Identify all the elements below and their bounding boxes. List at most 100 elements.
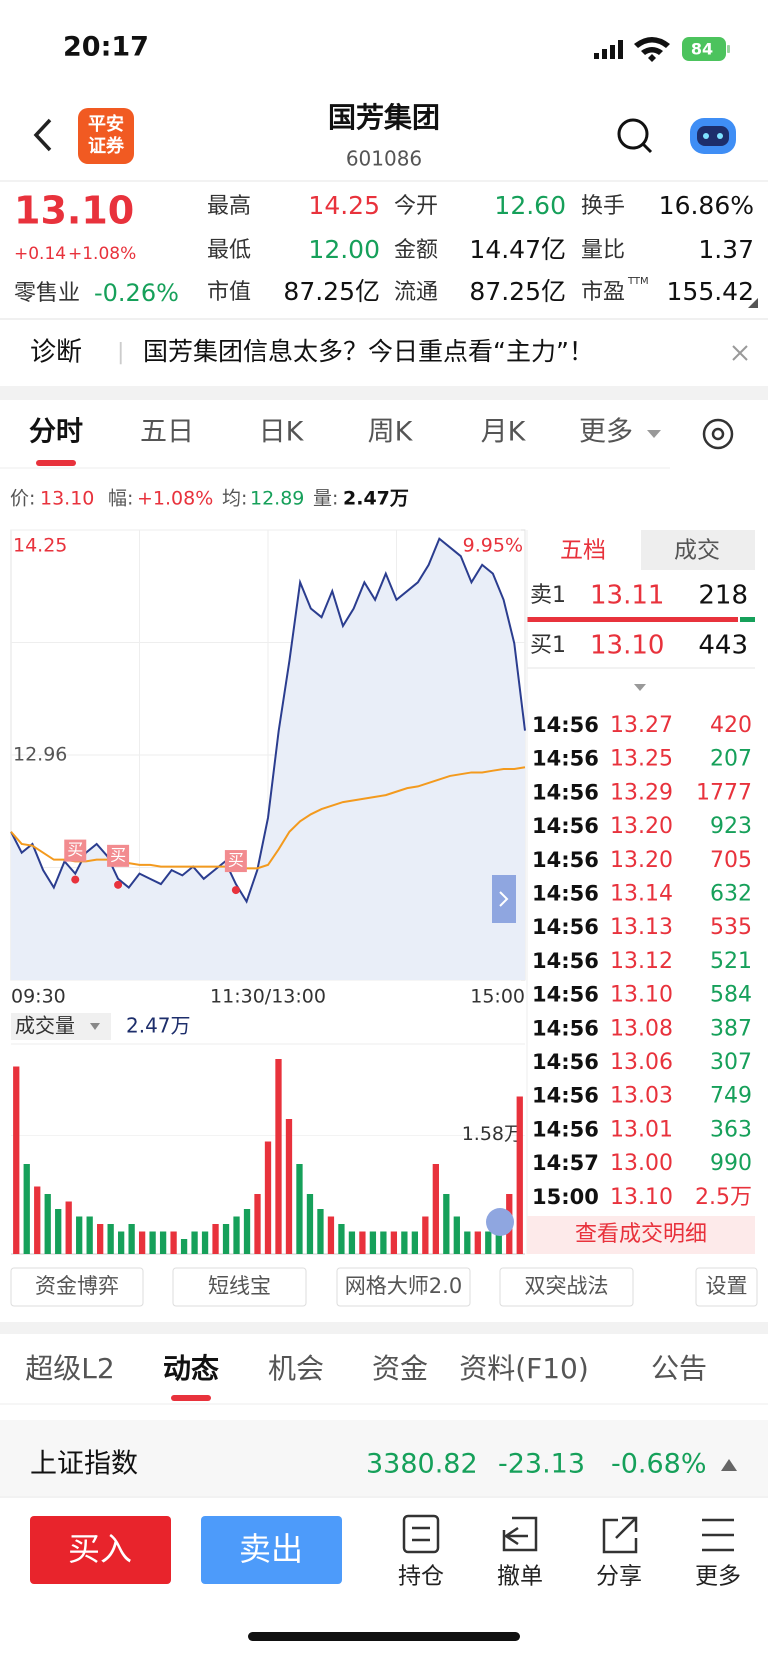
volume-bar	[170, 1231, 177, 1254]
chart-tab[interactable]: 日K	[259, 417, 305, 448]
stat-label: 量比	[581, 238, 625, 263]
battery	[682, 37, 726, 61]
volume-bar	[275, 1059, 282, 1254]
content-tab[interactable]: 资料(F10)	[459, 1352, 589, 1385]
buy-marker	[224, 850, 247, 873]
stat-label: 市盈	[581, 280, 625, 305]
tool-button[interactable]	[499, 1267, 634, 1307]
close-button[interactable]	[732, 345, 748, 361]
volume-bar	[128, 1224, 135, 1254]
book-tab[interactable]: 成交	[674, 538, 720, 564]
volume-bar	[34, 1186, 41, 1254]
tool-button[interactable]	[336, 1267, 471, 1307]
sell-label[interactable]: 卖出	[239, 1530, 303, 1568]
trade-volume: 207	[710, 747, 752, 772]
detail-link[interactable]: 查看成交明细	[575, 1222, 707, 1247]
assistant-button[interactable]	[690, 118, 736, 154]
sell-button[interactable]	[201, 1516, 342, 1584]
back-button[interactable]	[33, 118, 52, 152]
volume-bar	[97, 1224, 104, 1254]
buy-point	[231, 886, 240, 895]
volume-bar	[348, 1231, 356, 1254]
trade-time: 14:56	[532, 915, 599, 939]
buy-label[interactable]: 买入	[68, 1530, 132, 1568]
trade-price: 13.00	[610, 1151, 673, 1176]
book-ratio-bid	[740, 617, 755, 622]
tool-label[interactable]: 短线宝	[208, 1274, 271, 1298]
volume-bar	[159, 1231, 167, 1254]
content-tab[interactable]: 资金	[372, 1352, 428, 1385]
volume-bar	[390, 1231, 398, 1254]
tool-button[interactable]	[695, 1267, 758, 1307]
zoom-button[interactable]	[486, 1208, 514, 1236]
buy-button[interactable]	[30, 1516, 171, 1584]
volume-bar	[117, 1231, 125, 1254]
stat-label: 最低	[207, 238, 251, 263]
logo-text: 证券	[88, 135, 125, 157]
y-tick-label: 14.25	[13, 535, 67, 557]
average-line	[10, 766, 526, 870]
action-label[interactable]: 分享	[596, 1564, 642, 1590]
cancel-icon[interactable]	[502, 1516, 538, 1552]
tool-label[interactable]: 资金博弈	[35, 1274, 119, 1298]
chart-tab[interactable]: 五日	[140, 417, 194, 448]
book-price: 13.10	[590, 631, 664, 661]
trade-time: 14:56	[532, 1084, 599, 1108]
trade-volume: 420	[710, 713, 752, 738]
book-label: 卖1	[530, 583, 566, 608]
volume-bar	[285, 1119, 293, 1254]
trade-price: 13.10	[610, 1185, 673, 1210]
corner-mark	[748, 298, 758, 308]
section-gap	[0, 1322, 768, 1334]
tool-label[interactable]: 双突战法	[525, 1274, 609, 1298]
holdings-icon[interactable]	[402, 1514, 440, 1554]
stock-name: 国芳集团	[328, 101, 440, 134]
trade-price: 13.20	[610, 848, 673, 873]
tab-underline	[171, 1395, 211, 1401]
action-label[interactable]: 撤单	[497, 1564, 543, 1590]
diagnosis-text[interactable]: 国芳集团信息太多？今日重点看“主力”！	[143, 337, 594, 366]
buy-marker	[64, 839, 87, 862]
content-tab[interactable]: 超级L2	[25, 1352, 114, 1385]
chart-tab[interactable]: 月K	[481, 417, 527, 448]
trade-time: 14:56	[532, 780, 599, 804]
x-tick-label: 15:00	[470, 986, 525, 1008]
trade-time: 14:57	[532, 1151, 599, 1175]
info-label: 均:	[222, 488, 247, 510]
book-tab[interactable]: 五档	[560, 538, 606, 564]
volume-bar	[212, 1224, 219, 1254]
search-button[interactable]	[617, 118, 649, 150]
stat-label: 金额	[394, 238, 438, 263]
settings-button[interactable]	[702, 418, 734, 450]
tool-label[interactable]: 网格大师2.0	[345, 1274, 462, 1298]
volume-bar	[243, 1209, 251, 1254]
tool-button[interactable]	[172, 1267, 307, 1307]
tool-button[interactable]	[10, 1267, 144, 1307]
x-tick-label: 09:30	[11, 986, 66, 1008]
volume-bar	[296, 1164, 303, 1254]
expand-panel-button[interactable]	[492, 875, 516, 923]
expand-arrow[interactable]	[721, 1459, 737, 1471]
more-icon[interactable]	[702, 1518, 734, 1552]
stat-value: 155.42	[667, 277, 754, 306]
wifi-icon	[634, 37, 670, 62]
chart-tab[interactable]: 更多	[579, 417, 633, 448]
content-tab[interactable]: 机会	[268, 1352, 324, 1385]
detail-link-bg[interactable]	[527, 1216, 755, 1254]
robot-face	[697, 126, 729, 146]
index-value: 3380.82	[366, 1449, 478, 1480]
robot-eye	[717, 133, 723, 139]
volume-bar	[516, 1096, 523, 1254]
share-icon[interactable]	[602, 1516, 638, 1554]
volume-bar	[65, 1201, 72, 1254]
chart-tab[interactable]: 周K	[368, 417, 414, 448]
tool-label[interactable]: 设置	[706, 1274, 748, 1298]
stat-label: 今开	[394, 194, 438, 219]
content-tab[interactable]: 动态	[163, 1352, 219, 1385]
trade-time: 14:56	[532, 713, 599, 737]
action-label[interactable]: 更多	[695, 1564, 741, 1590]
action-label[interactable]: 持仓	[398, 1564, 444, 1590]
content-tab[interactable]: 公告	[651, 1352, 707, 1385]
book-volume: 443	[698, 631, 748, 661]
chart-tab[interactable]: 分时	[29, 417, 83, 448]
